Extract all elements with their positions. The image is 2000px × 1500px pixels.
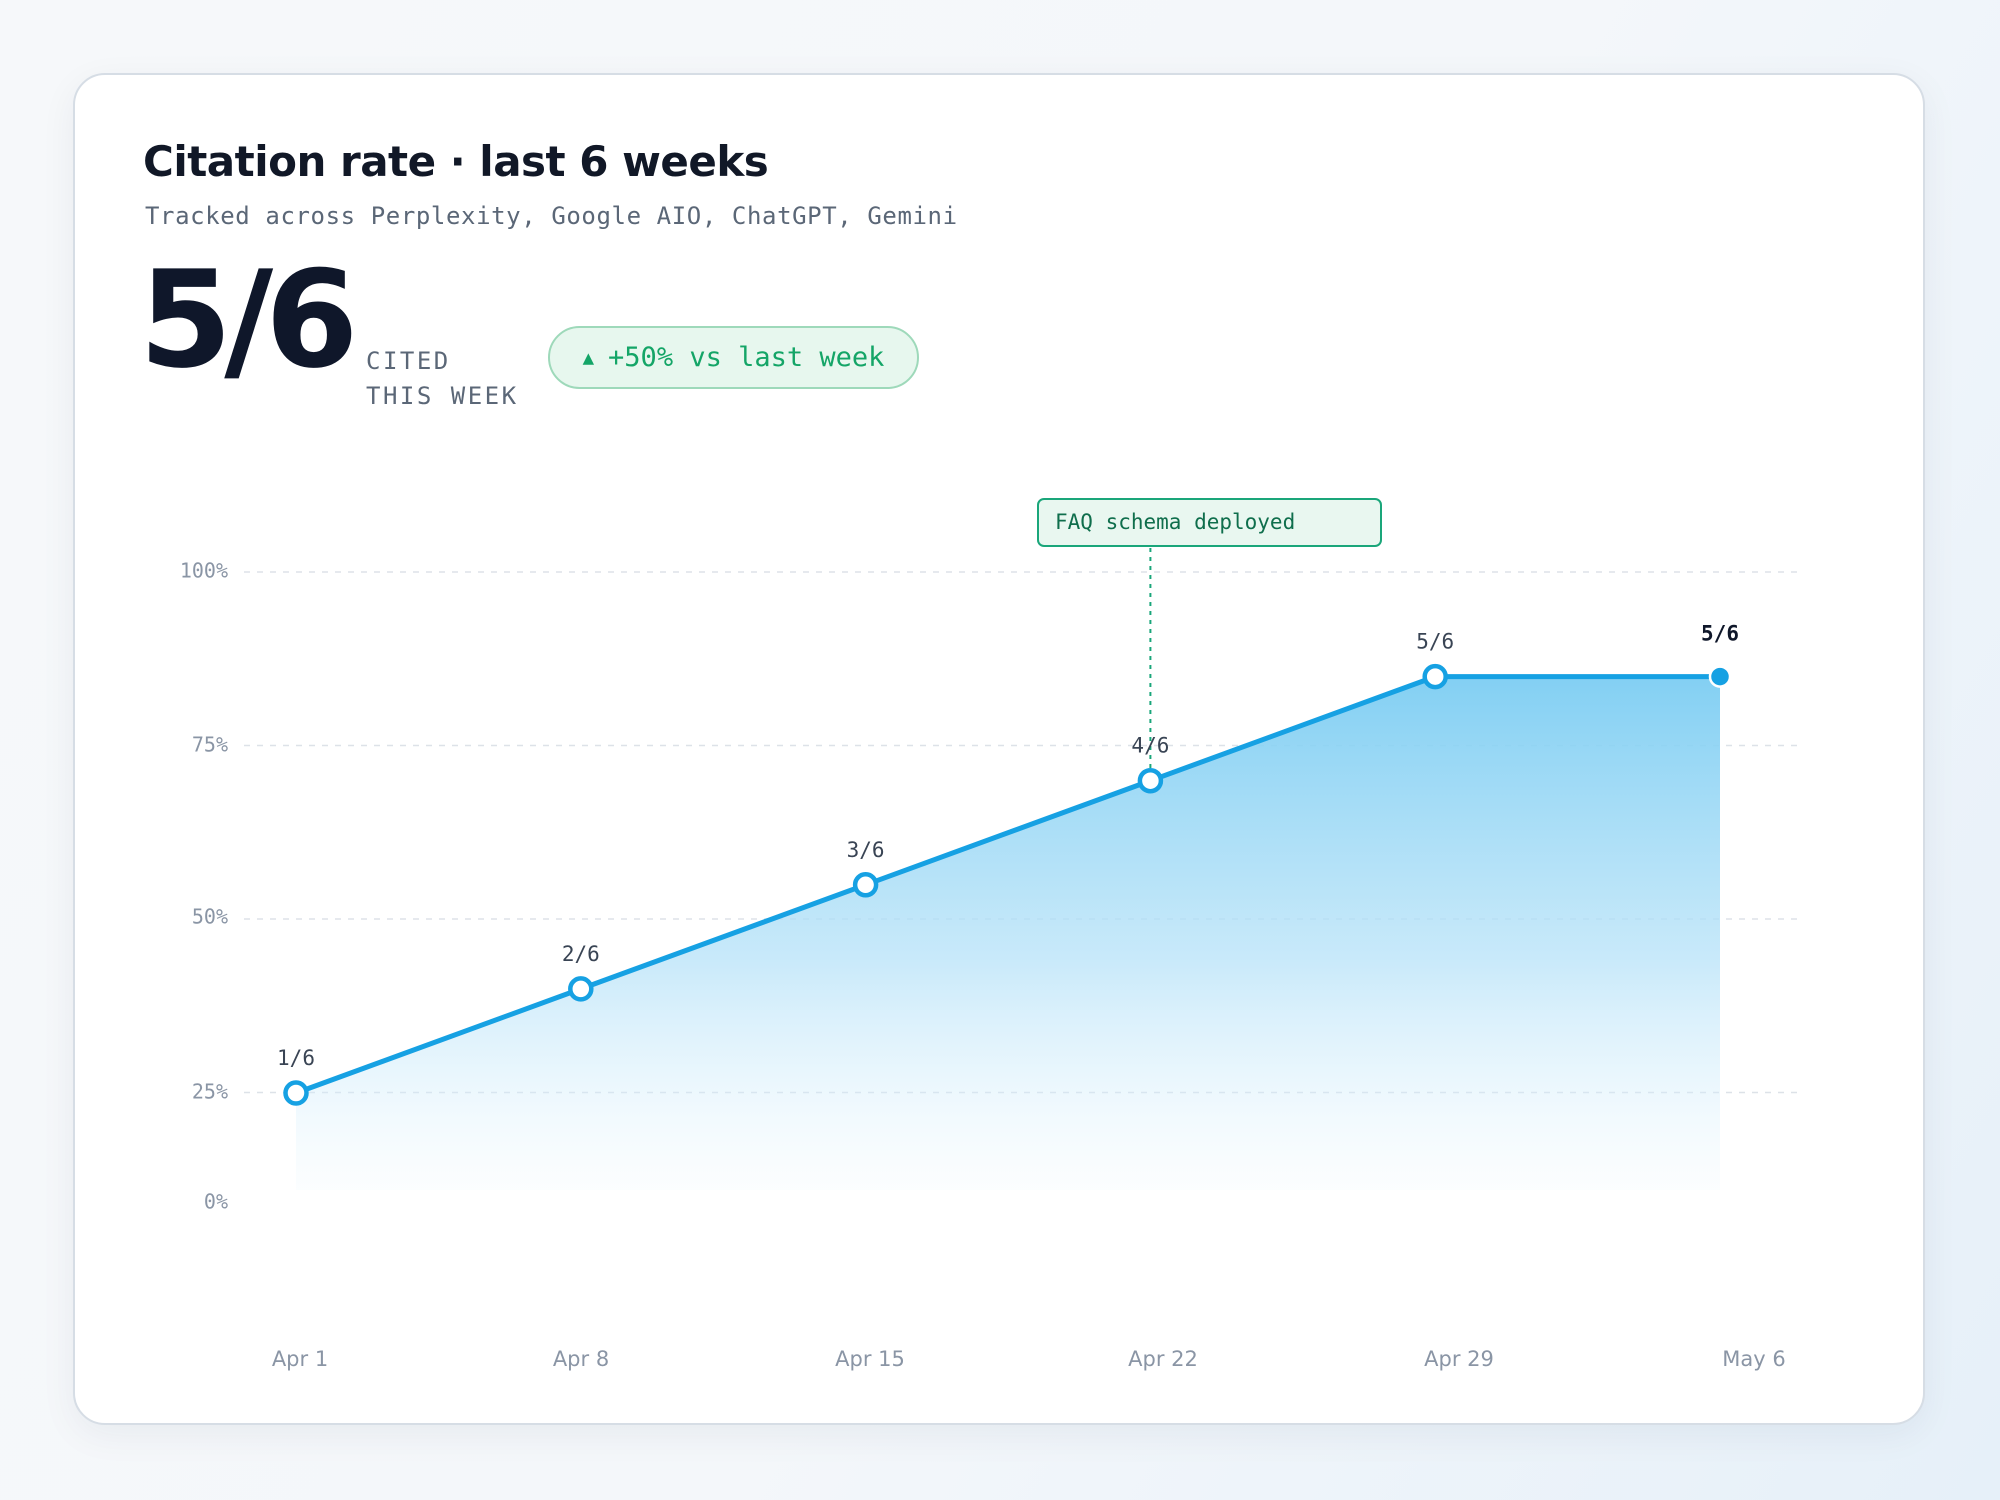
data-point — [1137, 767, 1164, 794]
data-label: 5/6 — [1701, 622, 1739, 646]
data-point — [1708, 665, 1732, 688]
data-point — [283, 1080, 309, 1106]
trend-up-icon: ▲ — [582, 346, 595, 369]
data-point — [852, 872, 879, 898]
x-tick-label: May 6 — [1722, 1347, 1785, 1371]
data-label: 3/6 — [847, 838, 885, 862]
data-point — [1422, 663, 1448, 690]
cited-label-line-2: THIS WEEK — [366, 382, 519, 410]
y-tick-label: 50% — [192, 905, 228, 929]
annotation-box — [1037, 498, 1382, 547]
chart-title: Citation rate · last 6 weeks — [143, 137, 769, 186]
chart-subtitle: Tracked across Perplexity, Google AIO, C… — [145, 202, 958, 230]
series-area — [296, 676, 1720, 1190]
delta-text: +50% vs last week — [608, 342, 885, 373]
annotation-label: FAQ schema deployed — [1055, 510, 1295, 534]
x-tick-label: Apr 1 — [272, 1347, 328, 1371]
data-label: 2/6 — [562, 942, 600, 966]
delta-badge: ▲ +50% vs last week — [548, 326, 919, 389]
series-line — [293, 674, 1723, 1096]
x-tick-label: Apr 29 — [1424, 1347, 1494, 1371]
cited-label-line-1: CITED — [366, 347, 451, 375]
y-tick-label: 25% — [192, 1080, 228, 1104]
cited-this-week-label: CITED THIS WEEK — [366, 344, 519, 414]
current-value: 5/6 — [139, 242, 358, 398]
data-label: 5/6 — [1416, 630, 1454, 654]
x-tick-label: Apr 22 — [1128, 1347, 1198, 1371]
data-label: 4/6 — [1131, 734, 1169, 758]
x-tick-label: Apr 8 — [553, 1347, 609, 1371]
y-tick-label: 75% — [192, 733, 228, 757]
x-tick-label: Apr 15 — [835, 1347, 905, 1371]
data-label: 1/6 — [277, 1046, 315, 1070]
y-tick-label: 0% — [204, 1190, 228, 1214]
y-tick-label: 100% — [180, 559, 228, 583]
data-point — [568, 976, 594, 1002]
